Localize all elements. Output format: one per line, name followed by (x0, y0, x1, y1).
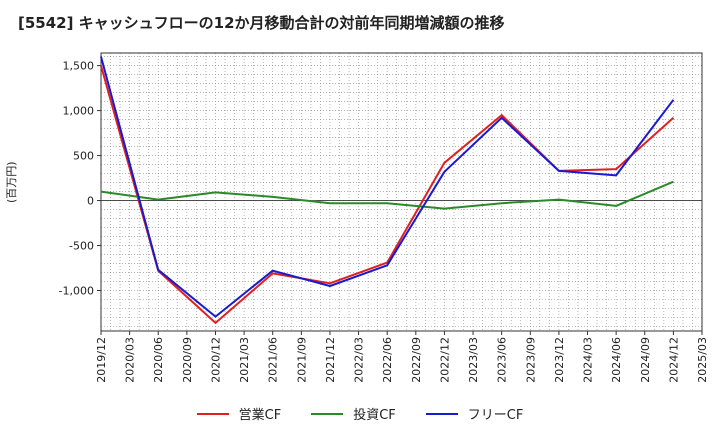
legend-swatch-investing (311, 412, 344, 415)
legend-label-free: フリーCF (467, 408, 524, 423)
x-tick-label: 2024/06 (610, 337, 623, 383)
investing-cf-line (100, 180, 674, 210)
legend: 営業CF 投資CF フリーCF (0, 404, 720, 423)
y-tick-label: 1,000 (63, 105, 95, 118)
x-tick-labels: 2019/12 2020/03 2020/06 2020/09 2020/12 2021/… (95, 337, 709, 383)
legend-label-investing: 投資CF (353, 408, 396, 423)
x-tick-label: 2021/03 (238, 337, 251, 383)
x-tick-label: 2021/09 (295, 337, 308, 383)
x-tick-label: 2021/06 (267, 337, 280, 383)
x-tick-label: 2024/12 (667, 337, 680, 383)
y-tick-labels: 1,500 1,000 500 0 -500 -1,000 (59, 60, 94, 298)
plot-frame (100, 52, 703, 332)
y-tick-label: 1,500 (63, 60, 95, 73)
y-tick-label: -1,000 (59, 285, 94, 298)
x-tick-label: 2019/12 (95, 337, 108, 383)
x-tick-label: 2025/03 (696, 337, 709, 383)
y-tick-label: -500 (69, 240, 94, 253)
x-tick-label: 2023/06 (496, 337, 509, 383)
legend-label-operating: 営業CF (238, 408, 282, 423)
x-tick-label: 2023/12 (553, 337, 566, 383)
x-tick-label: 2020/03 (124, 337, 137, 383)
operating-cf-line (100, 65, 675, 324)
legend-swatch-free (425, 412, 458, 415)
legend-item-operating: 営業CF (196, 404, 282, 423)
free-cf-line (100, 56, 675, 318)
x-tick-label: 2021/12 (324, 337, 337, 383)
grid (101, 53, 702, 331)
legend-swatch-operating (196, 412, 229, 415)
x-tick-label: 2024/09 (639, 337, 652, 383)
x-tick-label: 2024/03 (582, 337, 595, 383)
x-tick-label: 2020/12 (209, 337, 222, 383)
x-tick-label: 2022/06 (381, 337, 394, 383)
legend-item-investing: 投資CF (311, 404, 396, 423)
x-tick-label: 2023/09 (524, 337, 537, 383)
series-lines (100, 56, 675, 324)
y-tick-label: 500 (73, 150, 94, 163)
x-tick-label: 2022/12 (438, 337, 451, 383)
chart-title: [5542] キャッシュフローの12か月移動合計の対前年同期増減額の推移 (18, 14, 505, 32)
x-tick-label: 2020/09 (181, 337, 194, 383)
x-tick-label: 2022/03 (353, 337, 366, 383)
y-tick-label: 0 (87, 195, 94, 208)
legend-item-free: フリーCF (425, 404, 524, 423)
x-tick-label: 2023/03 (467, 337, 480, 383)
x-tick-label: 2022/09 (410, 337, 423, 383)
x-tick-label: 2020/06 (152, 337, 165, 383)
